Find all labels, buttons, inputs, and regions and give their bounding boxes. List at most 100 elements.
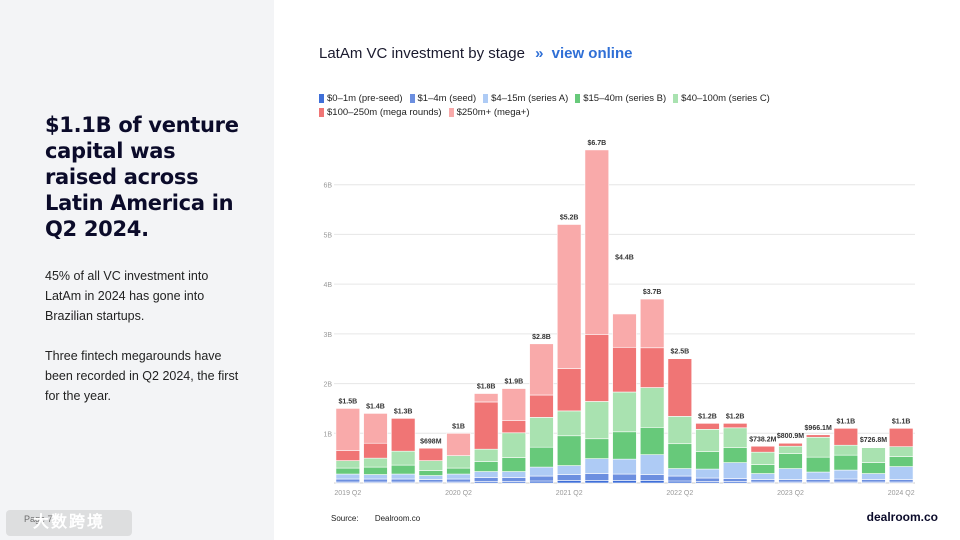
- bar-segment: [888, 466, 914, 480]
- bar-segment: [556, 480, 582, 484]
- legend-swatch: [575, 93, 581, 103]
- bar-segment: [556, 435, 582, 466]
- bar-segment: [888, 479, 914, 483]
- x-tick-label: 2021 Q2: [556, 490, 583, 497]
- bar-segment: [778, 445, 803, 454]
- bar-segment: [473, 401, 499, 450]
- brand-logo-text: dealroom.co: [866, 510, 938, 524]
- bar-segment: [888, 456, 914, 467]
- bar-segment: [778, 442, 803, 447]
- bar-segment: [861, 479, 886, 483]
- bar-segment: [418, 479, 444, 483]
- x-tick-label: 2020 Q2: [445, 490, 472, 497]
- bar-total-label: $1.1B: [892, 418, 911, 425]
- bar-segment: [612, 313, 637, 348]
- x-tick-label: 2024 Q2: [888, 490, 915, 497]
- bar-segment: [446, 432, 471, 456]
- bar-segment: [805, 434, 831, 438]
- bar-segment: [501, 420, 527, 434]
- bar-segment: [750, 479, 776, 483]
- y-tick-label: 4B: [323, 282, 332, 289]
- headline: $1.1B of venture capital was raised acro…: [45, 113, 239, 241]
- bar-segment: [418, 470, 444, 476]
- bar-segment: [556, 474, 582, 481]
- bar-segment: [363, 413, 388, 444]
- bar-segment: [556, 465, 582, 475]
- legend-item: $15–40m (series B): [575, 91, 666, 105]
- bar-segment: [833, 454, 859, 471]
- x-tick-label: 2022 Q2: [666, 490, 693, 497]
- bar-segment: [390, 478, 416, 483]
- x-tick-label: 2023 Q2: [777, 490, 804, 497]
- legend-item: $40–100m (series C): [673, 91, 770, 105]
- bar-segment: [529, 394, 554, 418]
- bar-segment: [418, 447, 444, 461]
- bar-segment: [529, 475, 554, 482]
- bar-total-label: $4.4B: [615, 254, 634, 261]
- bar-segment: [722, 478, 748, 482]
- bar-segment: [363, 457, 388, 468]
- bar-segment: [584, 149, 610, 335]
- bar-segment: [335, 460, 361, 469]
- legend-label: $0–1m (pre-seed): [327, 92, 403, 104]
- bar-segment: [529, 343, 554, 396]
- source-value: Dealroom.co: [374, 514, 421, 523]
- bar-segment: [861, 447, 886, 463]
- bar-segment: [612, 480, 637, 484]
- legend-label: $1–4m (seed): [417, 92, 477, 104]
- y-tick-label: 5B: [323, 232, 332, 239]
- bar-segment: [473, 448, 499, 462]
- legend-label: $4–15m (series A): [491, 92, 569, 104]
- bar-total-label: $6.7B: [587, 140, 606, 147]
- y-tick-label: 6B: [323, 183, 332, 190]
- bar-segment: [695, 429, 720, 452]
- bar-segment: [363, 466, 388, 475]
- legend-swatch: [409, 93, 415, 103]
- bar-segment: [501, 388, 527, 421]
- bar-total-label: $800.9M: [777, 433, 804, 440]
- bar-segment: [639, 454, 665, 475]
- bar-segment: [501, 471, 527, 478]
- bar-segment: [861, 462, 886, 474]
- bar-segment: [750, 473, 776, 480]
- bar-total-label: $3.7B: [643, 289, 662, 296]
- bar-segment: [556, 410, 582, 437]
- bar-segment: [750, 464, 776, 474]
- bar-segment: [639, 387, 665, 428]
- legend-swatch: [319, 93, 324, 103]
- bar-segment: [335, 467, 361, 475]
- bar-segment: [750, 445, 776, 453]
- bar-segment: [363, 442, 388, 459]
- bar-segment: [861, 473, 886, 480]
- bar-segment: [833, 428, 859, 446]
- source-line: Source: Dealroom.co: [331, 514, 420, 523]
- bar-segment: [363, 474, 388, 480]
- bar-segment: [473, 471, 499, 478]
- bar-segment: [418, 475, 444, 480]
- bar-segment: [667, 468, 693, 477]
- bar-total-label: $1.2B: [698, 413, 717, 420]
- chart-legend: $0–1m (pre-seed) $1–4m (seed) $4–15m (seri…: [319, 91, 799, 120]
- bar-total-label: $2.8B: [532, 334, 551, 341]
- bar-segment: [501, 457, 527, 472]
- bar-segment: [501, 477, 527, 482]
- bar-segment: [556, 224, 582, 369]
- bar-total-label: $1.5B: [338, 398, 357, 405]
- bar-segment: [695, 468, 720, 479]
- bar-segment: [612, 458, 637, 475]
- bar-segment: [778, 479, 803, 483]
- bar-segment: [473, 461, 499, 472]
- legend-swatch: [483, 93, 489, 103]
- legend-label: $15–40m (series B): [583, 92, 667, 104]
- legend-label: $100–250m (mega rounds): [327, 107, 442, 118]
- bar-segment: [695, 477, 720, 482]
- view-online-link[interactable]: view online: [551, 45, 633, 62]
- legend-item: $4–15m (series A): [483, 91, 568, 105]
- source-label: Source:: [331, 514, 359, 523]
- bar-segment: [612, 431, 637, 460]
- legend-swatch: [448, 108, 454, 117]
- bar-segment: [722, 427, 748, 449]
- bar-segment: [750, 451, 776, 465]
- bar-total-label: $1B: [452, 423, 465, 430]
